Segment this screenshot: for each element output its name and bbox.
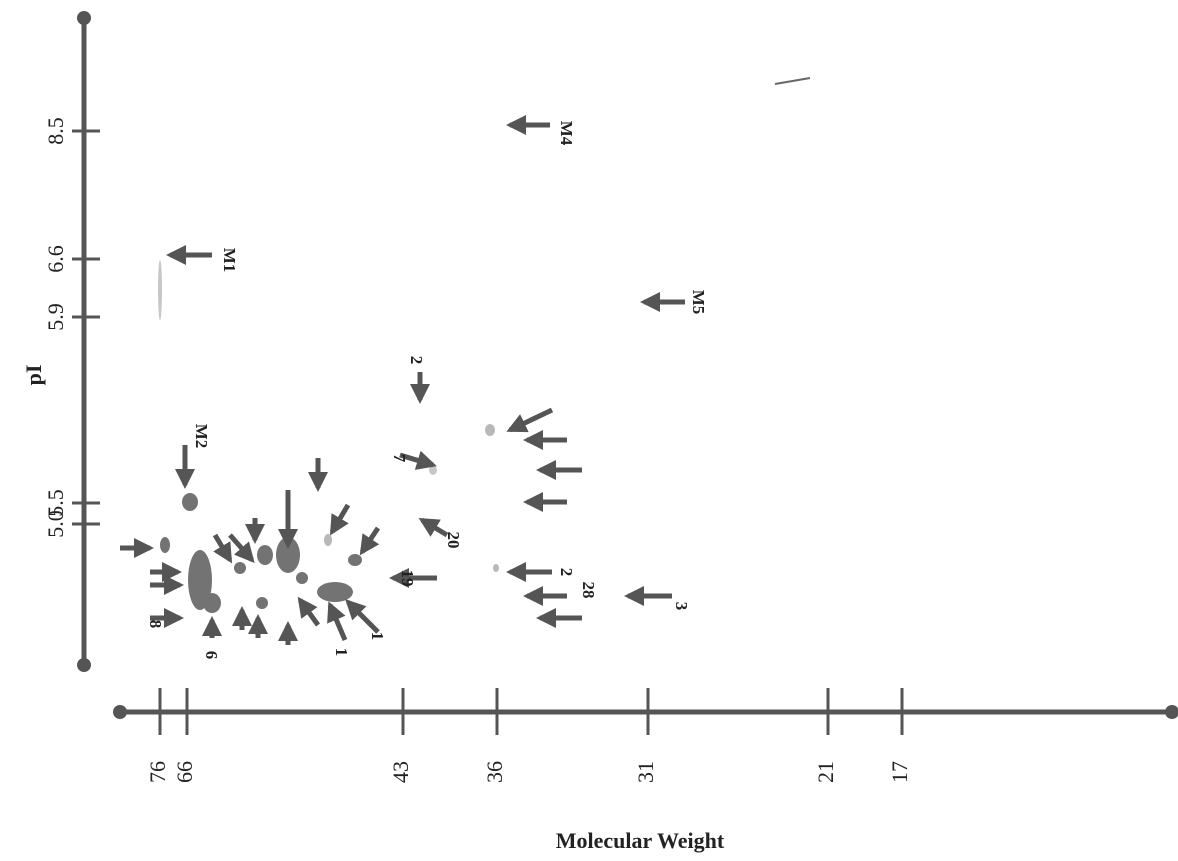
x-tick-label: 31	[633, 761, 658, 783]
x-tick-label: 76	[145, 761, 170, 783]
annotation-label: 1	[368, 632, 387, 641]
annotation-label: 3	[672, 602, 691, 611]
axes	[81, 18, 1172, 715]
annotation-label: M5	[689, 290, 708, 315]
annotation-label: 19	[398, 570, 417, 587]
x-tick-label: 21	[813, 761, 838, 783]
annotation-label: 2	[557, 568, 576, 577]
annotation-label: M1	[220, 248, 239, 273]
annotation-label: 20	[444, 532, 463, 549]
annotation-label: M2	[192, 424, 211, 449]
annotation-label: 1	[332, 648, 351, 657]
annotation-label: 2	[407, 356, 426, 365]
x-tick-label: 17	[887, 761, 912, 783]
arrows	[120, 115, 685, 645]
annotation-label: 8	[146, 620, 165, 629]
x-tick-label: 36	[482, 761, 507, 783]
y-tick-label: 5.0	[43, 510, 68, 538]
y-tick-label: 6.6	[43, 245, 68, 273]
y-tick-label: 5.5	[43, 489, 68, 517]
annotation-label: 7	[390, 454, 409, 463]
x-tick-label: 66	[172, 761, 197, 783]
x-tick-label: 43	[388, 761, 413, 783]
annotation-label: M4	[557, 121, 576, 146]
y-axis-title: pI	[21, 365, 46, 386]
gel-spots	[158, 77, 811, 613]
y-tick-label: 8.5	[43, 117, 68, 145]
annotation-label: 28	[579, 582, 598, 599]
annotation-label: 6	[202, 651, 221, 660]
y-tick-label: 5.9	[43, 303, 68, 331]
x-axis-title: Molecular Weight	[556, 828, 725, 853]
axis-ends	[77, 11, 1178, 719]
